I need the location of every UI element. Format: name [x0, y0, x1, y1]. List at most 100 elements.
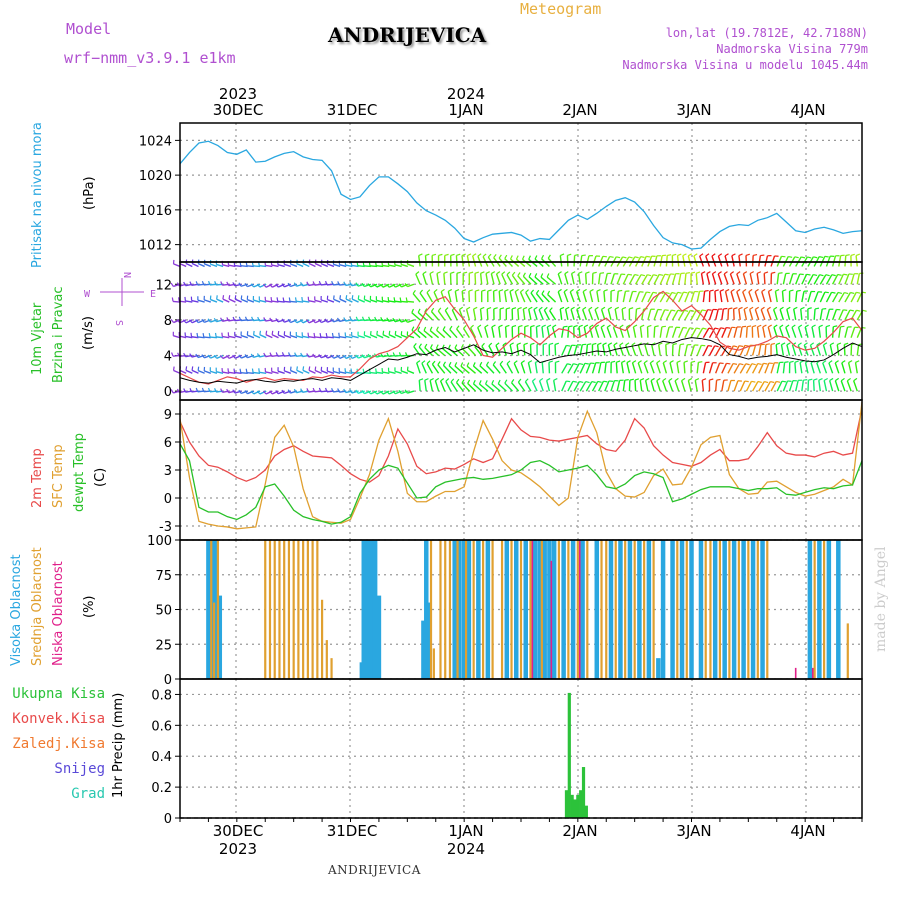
wind-barb-feather	[794, 360, 799, 363]
wind-barb-feather	[566, 380, 571, 383]
mid-cloud-bar	[614, 540, 617, 679]
wind-barb-feather	[324, 354, 328, 359]
wind-barb-feather	[485, 380, 488, 385]
wind-barb	[314, 369, 322, 374]
wind-barb-feather	[520, 360, 525, 364]
precip-bar	[576, 794, 580, 818]
wind-barb	[412, 293, 421, 303]
wind-barb-feather	[314, 366, 317, 371]
wind-barb	[191, 369, 199, 374]
wind-barb-feather	[269, 352, 273, 357]
wind-barb-feather	[789, 360, 794, 363]
wind-barb	[461, 291, 464, 303]
wind-barb	[511, 274, 520, 285]
high-cloud-bar	[504, 540, 510, 679]
wind-barb-feather	[634, 378, 640, 381]
wind-barb-feather	[733, 345, 738, 348]
mid-cloud-bar	[652, 540, 655, 679]
wind-barb-feather	[487, 253, 492, 258]
high-cloud-bar	[476, 540, 481, 679]
high-cloud-bar	[537, 540, 543, 679]
wind-barb	[308, 319, 316, 324]
wind-barb	[819, 308, 823, 320]
wind-barb	[327, 370, 335, 374]
wind-barb-feather	[582, 306, 587, 310]
wind-barb	[407, 263, 415, 268]
wind-barb-feather	[699, 253, 704, 257]
wind-barb	[418, 255, 421, 267]
wind-barb-feather	[592, 342, 597, 346]
wind-barb	[552, 380, 557, 392]
wind-barb	[733, 380, 739, 392]
wind-barb	[454, 365, 464, 374]
wind-barb-feather	[566, 344, 571, 347]
wind-barb	[758, 344, 762, 356]
mid-cloud-bar	[643, 540, 646, 679]
wind-barb-feather	[524, 378, 529, 383]
wind-barb	[772, 309, 778, 321]
wind-barb-feather	[265, 330, 268, 335]
wind-barb	[388, 283, 396, 288]
wind-barb-feather	[518, 325, 523, 328]
ytick-label-precip: 0	[164, 812, 172, 827]
wind-barb	[743, 308, 748, 321]
wind-barb-feather	[437, 361, 441, 366]
bottom-day-label: 3JAN	[676, 822, 711, 840]
wind-barb	[302, 262, 310, 268]
wind-barb-feather	[437, 307, 442, 312]
wind-barb-feather	[289, 366, 292, 371]
wind-barb-feather	[824, 291, 829, 294]
wind-barb	[844, 326, 849, 338]
wind-barb	[604, 362, 607, 374]
wind-barb-feather	[690, 271, 696, 274]
wind-barb-feather	[293, 319, 298, 324]
wind-barb	[351, 354, 359, 359]
wind-barb-feather	[201, 387, 205, 392]
wind-barb	[604, 273, 608, 285]
wind-barb-feather	[797, 342, 802, 346]
wind-barb-feather	[533, 306, 538, 310]
wind-barb	[561, 345, 567, 356]
wind-barb	[504, 382, 513, 392]
wind-barb-feather	[474, 271, 480, 274]
wind-barb	[259, 299, 267, 303]
wind-barb	[708, 345, 716, 356]
high-cloud-bar	[627, 540, 633, 679]
wind-barb-feather	[499, 360, 504, 365]
wind-barb	[530, 292, 538, 303]
wind-barb	[388, 371, 396, 374]
wind-barb-feather	[226, 281, 230, 286]
wind-barb	[838, 292, 845, 303]
wind-barb	[659, 255, 663, 267]
wind-barb	[527, 362, 532, 374]
wind-barb	[259, 334, 267, 339]
wind-barb	[407, 283, 415, 288]
wind-barb-feather	[539, 377, 544, 382]
wind-barb	[253, 299, 261, 303]
wind-barb	[541, 326, 544, 338]
wind-barb	[467, 382, 477, 392]
wind-barb	[795, 380, 799, 392]
wind-barb-feather	[171, 297, 174, 302]
wind-barb	[776, 273, 780, 285]
wind-barb	[838, 255, 842, 267]
wind-barb	[788, 273, 794, 285]
wind-barb-feather	[450, 378, 455, 383]
wind-barb-feather	[293, 282, 297, 287]
wind-barb	[173, 335, 181, 339]
wind-barb-feather	[386, 390, 390, 395]
wind-barb	[856, 273, 861, 285]
wind-barb	[751, 344, 757, 356]
mid-cloud-bar	[500, 540, 504, 679]
wind-barb-feather	[534, 273, 538, 278]
bottom-year-label: 2024	[447, 840, 485, 858]
wind-barb-feather	[454, 344, 458, 349]
wind-barb-feather	[668, 377, 673, 382]
wind-barb-feather	[195, 353, 199, 358]
wind-barb-feather	[447, 288, 453, 292]
wind-barb	[597, 273, 601, 285]
wind-barb	[173, 369, 181, 374]
wind-barb	[506, 274, 514, 285]
wind-barb	[702, 362, 707, 374]
wind-barb-feather	[622, 256, 627, 259]
